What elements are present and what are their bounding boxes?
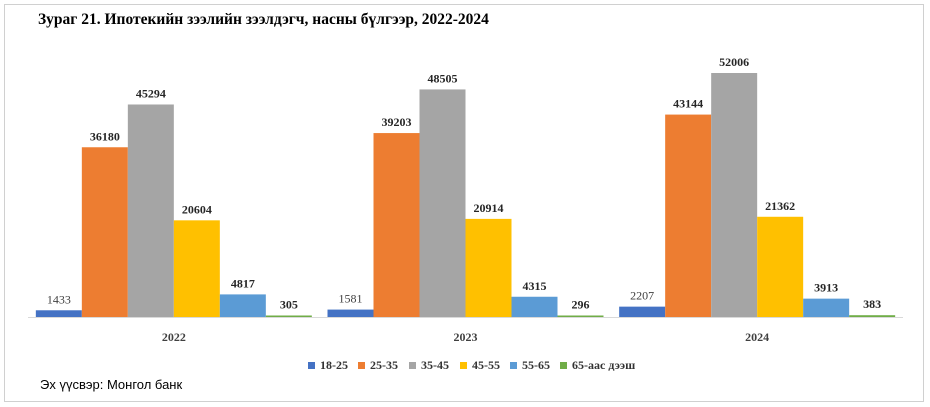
chart-title: Зураг 21. Ипотекийн зээлийн зээлдэгч, на… (38, 11, 489, 28)
bar-65-аас дээш-2024 (849, 315, 896, 317)
legend-swatch (308, 362, 315, 369)
bar-65-аас дээш-2022 (265, 315, 312, 317)
data-label-25-35-2024: 43144 (673, 97, 703, 111)
data-label-65-аас дээш-2023: 296 (572, 298, 590, 312)
data-label-45-55-2022: 20604 (182, 202, 212, 216)
legend-label: 45-55 (472, 358, 500, 372)
legend-swatch (510, 362, 517, 369)
bar-55-65-2022 (219, 294, 266, 317)
bar-chart: 1433 36180 45294 20604 4817 305 2022 1581 39203 4… (28, 55, 903, 344)
x-tick-label-2024: 2024 (745, 330, 769, 344)
bar-55-65-2023 (511, 296, 558, 317)
legend-item-18-25: 18-25 (308, 358, 348, 373)
data-label-55-65-2022: 4817 (231, 276, 255, 290)
data-label-35-45-2022: 45294 (136, 86, 166, 100)
data-label-25-35-2022: 36180 (90, 129, 120, 143)
source-note: Эх үүсвэр: Монгол банк (40, 377, 183, 392)
legend-item-45-55: 45-55 (460, 358, 500, 373)
legend-label: 35-45 (421, 358, 449, 372)
chart-legend: 18-25 25-35 35-45 45-55 55-65 65-аас дээш (0, 358, 930, 376)
bar-18-25-2023 (327, 309, 374, 317)
legend-label: 18-25 (320, 358, 348, 372)
legend-swatch (560, 362, 567, 369)
bar-45-55-2024 (757, 216, 804, 317)
data-label-35-45-2023: 48505 (428, 71, 458, 85)
bar-35-45-2023 (419, 89, 466, 317)
bar-35-45-2024 (711, 73, 758, 317)
legend-swatch (409, 362, 416, 369)
data-label-55-65-2023: 4315 (523, 279, 547, 293)
data-label-18-25-2022: 1433 (47, 292, 71, 306)
x-tick-label-2023: 2023 (454, 330, 478, 344)
bar-45-55-2022 (173, 220, 220, 317)
data-label-18-25-2024: 2207 (630, 289, 654, 303)
bar-25-35-2023 (373, 133, 420, 317)
data-label-65-аас дээш-2022: 305 (280, 298, 298, 312)
legend-swatch (460, 362, 467, 369)
legend-label: 55-65 (522, 358, 550, 372)
legend-label: 65-аас дээш (572, 358, 636, 372)
data-label-45-55-2023: 20914 (474, 201, 504, 215)
legend-swatch (358, 362, 365, 369)
bar-55-65-2024 (803, 298, 850, 317)
bar-25-35-2022 (81, 147, 128, 317)
bar-65-аас дээш-2023 (557, 315, 604, 317)
legend-item-55-65: 55-65 (510, 358, 550, 373)
x-tick-label-2022: 2022 (162, 330, 186, 344)
data-label-25-35-2023: 39203 (382, 115, 412, 129)
legend-item-65-аас дээш: 65-аас дээш (560, 358, 635, 373)
bar-18-25-2024 (619, 306, 666, 317)
bar-18-25-2022 (35, 310, 82, 317)
bar-25-35-2024 (665, 114, 712, 317)
data-label-65-аас дээш-2024: 383 (863, 297, 881, 311)
bar-45-55-2023 (465, 218, 512, 317)
data-label-18-25-2023: 1581 (339, 292, 363, 306)
bar-35-45-2022 (127, 104, 174, 317)
legend-item-25-35: 25-35 (358, 358, 398, 373)
data-label-55-65-2024: 3913 (814, 281, 838, 295)
legend-label: 25-35 (370, 358, 398, 372)
legend-item-35-45: 35-45 (409, 358, 449, 373)
data-label-45-55-2024: 21362 (765, 199, 795, 213)
data-label-35-45-2024: 52006 (719, 55, 749, 69)
